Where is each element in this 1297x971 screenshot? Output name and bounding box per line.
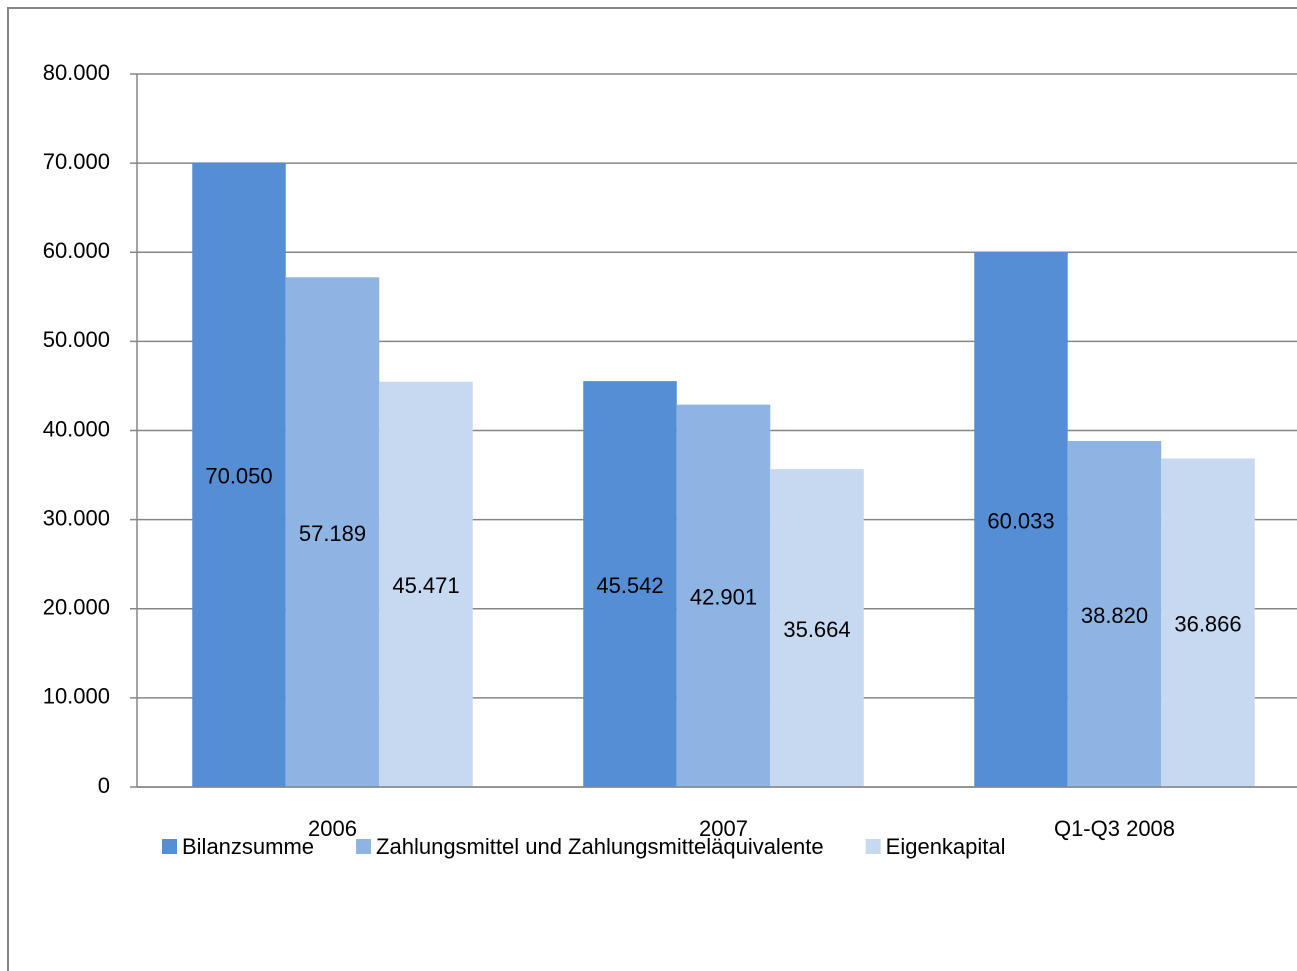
data-label: 60.033 bbox=[987, 508, 1054, 533]
x-tick-label: 2006 bbox=[308, 816, 357, 841]
data-label: 42.901 bbox=[690, 585, 757, 610]
bar bbox=[1067, 441, 1162, 787]
bar bbox=[770, 469, 864, 787]
y-tick-label: 50.000 bbox=[43, 327, 110, 352]
legend-label: Bilanzsumme bbox=[182, 834, 314, 859]
bar bbox=[974, 251, 1068, 788]
y-tick-label: 0 bbox=[98, 773, 110, 798]
y-tick-label: 10.000 bbox=[43, 684, 110, 709]
y-tick-label: 20.000 bbox=[43, 595, 110, 620]
data-label: 35.664 bbox=[783, 617, 850, 642]
bar bbox=[379, 381, 473, 787]
legend-swatch bbox=[162, 839, 177, 854]
data-label: 57.189 bbox=[299, 521, 366, 546]
y-tick-label: 70.000 bbox=[43, 149, 110, 174]
bar bbox=[1161, 458, 1255, 787]
y-tick-label: 80.000 bbox=[43, 60, 110, 85]
legend-swatch bbox=[865, 839, 881, 854]
legend-label: Eigenkapital bbox=[886, 834, 1006, 859]
data-label: 70.050 bbox=[205, 464, 272, 489]
y-tick-label: 60.000 bbox=[43, 238, 110, 263]
bar bbox=[285, 277, 380, 787]
data-label: 38.820 bbox=[1081, 603, 1148, 628]
x-tick-label: Q1-Q3 2008 bbox=[1054, 816, 1175, 841]
bar bbox=[192, 162, 286, 787]
bar bbox=[583, 381, 677, 787]
bar bbox=[676, 404, 771, 787]
x-tick-label: 2007 bbox=[699, 816, 748, 841]
data-label: 36.866 bbox=[1174, 612, 1241, 637]
y-tick-label: 40.000 bbox=[43, 416, 110, 441]
legend-label: Zahlungsmittel und Zahlungsmitteläquival… bbox=[376, 834, 824, 859]
y-tick-label: 30.000 bbox=[43, 505, 110, 530]
data-label: 45.542 bbox=[596, 573, 663, 598]
data-label: 45.471 bbox=[392, 573, 459, 598]
legend-swatch bbox=[356, 839, 372, 854]
